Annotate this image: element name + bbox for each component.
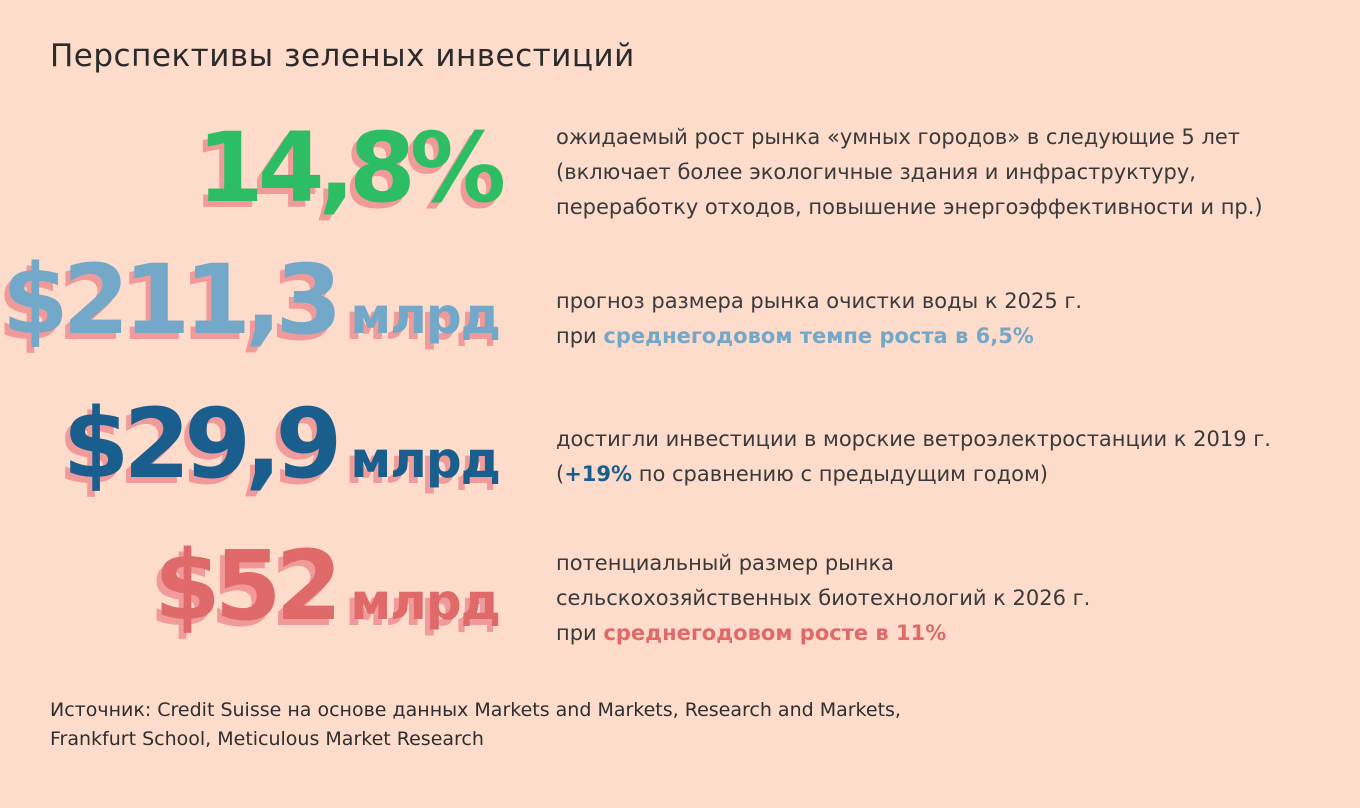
- description-line: потенциальный размер рынка: [556, 551, 895, 575]
- stat-unit: млрд: [350, 573, 501, 631]
- stat-value-block: $52 млрд: [154, 538, 501, 634]
- stat-description: потенциальный размер рынка сельскохозяйс…: [556, 546, 1346, 651]
- stat-description: ожидаемый рост рынка «умных городов» в с…: [556, 120, 1346, 225]
- description-line: прогноз размера рынка очистки воды к 202…: [556, 289, 1083, 313]
- page-title: Перспективы зеленых инвестиций: [50, 38, 635, 74]
- stat-value-block: 14,8%: [197, 120, 506, 216]
- highlight-text: +19%: [564, 462, 633, 486]
- source-note: Источник: Credit Suisse на основе данных…: [50, 696, 901, 754]
- stat-value-block: $211,3 млрд: [2, 252, 501, 348]
- description-text: (: [556, 462, 565, 486]
- description-text: по сравнению с предыдущим годом): [632, 462, 1048, 486]
- description-line: сельскохозяйственных биотехнологий к 202…: [556, 586, 1091, 610]
- stat-unit: млрд: [350, 431, 501, 489]
- stat-value: 14,8%: [196, 112, 506, 224]
- stat-unit: млрд: [350, 287, 501, 345]
- description-line: (+19% по сравнению с предыдущим годом): [556, 457, 1346, 492]
- description-line: при среднегодовом темпе роста в 6,5%: [556, 319, 1346, 354]
- source-line: Frankfurt School, Meticulous Market Rese…: [50, 728, 484, 750]
- stat-value: $29,9: [62, 388, 343, 500]
- description-text: при: [556, 324, 604, 348]
- description-line: при среднегодовом росте в 11%: [556, 616, 1346, 651]
- description-line: переработку отходов, повышение энергоэфф…: [556, 195, 1263, 219]
- highlight-text: среднегодовом росте в 11%: [603, 621, 947, 645]
- stat-value-block: $29,9 млрд: [63, 396, 501, 492]
- description-line: достигли инвестиции в морские ветроэлект…: [556, 427, 1271, 451]
- highlight-text: среднегодовом темпе роста в 6,5%: [603, 324, 1034, 348]
- source-line: Источник: Credit Suisse на основе данных…: [50, 699, 901, 721]
- stat-value: $211,3: [1, 244, 342, 356]
- description-line: (включает более экологичные здания и инф…: [556, 160, 1196, 184]
- stat-description: достигли инвестиции в морские ветроэлект…: [556, 422, 1346, 492]
- stat-value: $52: [153, 530, 342, 642]
- description-line: ожидаемый рост рынка «умных городов» в с…: [556, 125, 1241, 149]
- description-text: при: [556, 621, 604, 645]
- stat-description: прогноз размера рынка очистки воды к 202…: [556, 284, 1346, 354]
